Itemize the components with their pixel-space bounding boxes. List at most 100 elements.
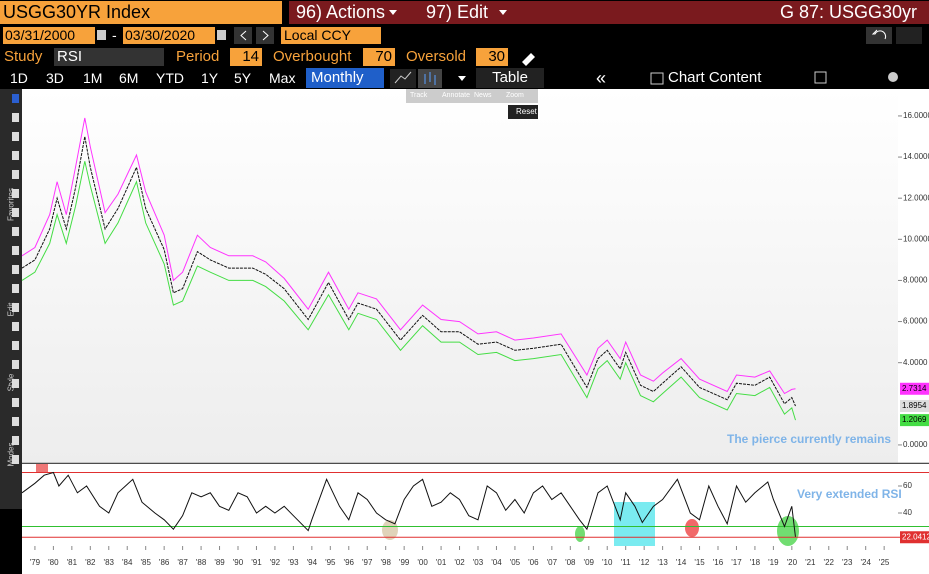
security-field[interactable]: USGG30YR Index	[0, 1, 282, 24]
side-tool-icon	[12, 360, 19, 369]
y-tick-label: 10.0000	[903, 234, 929, 243]
x-tick-label: '83	[104, 558, 115, 567]
side-tool-icon	[12, 303, 19, 312]
x-tick-label: '03	[473, 558, 484, 567]
period-input[interactable]: 14	[230, 48, 262, 66]
x-tick-label: '16	[713, 558, 724, 567]
popup-tool[interactable]: News	[474, 92, 492, 99]
y-tick-label: 14.0000	[903, 152, 929, 161]
x-tick-label: '90	[233, 558, 244, 567]
dropdown-icon	[499, 10, 507, 15]
edit-icon[interactable]	[814, 71, 827, 84]
study-label: Study	[4, 48, 43, 65]
range-button[interactable]: 3D	[46, 70, 64, 86]
x-tick-label: '19	[768, 558, 779, 567]
prev-icon	[240, 30, 247, 41]
range-button[interactable]: 6M	[119, 70, 139, 86]
x-tick-label: '95	[325, 558, 336, 567]
side-tool-icon	[12, 455, 19, 464]
highlight	[685, 519, 699, 537]
last-value-box	[900, 382, 929, 395]
x-tick-label: '82	[85, 558, 96, 567]
pencil-icon[interactable]	[522, 53, 535, 66]
line-icon	[394, 71, 412, 84]
end-date[interactable]: 03/30/2020	[123, 27, 215, 44]
series-line	[21, 117, 796, 395]
actions-menu[interactable]: 96) Actions	[296, 2, 386, 22]
currency-select[interactable]: Local CCY	[281, 27, 381, 44]
range-button[interactable]: 1M	[83, 70, 103, 86]
undo-icon	[871, 29, 887, 40]
range-button[interactable]: 1Y	[201, 70, 219, 86]
popup-tool[interactable]: Zoom	[506, 92, 524, 99]
annotation: The pierce currently remains	[727, 432, 891, 446]
page-code: G 87: USGG30yr	[779, 2, 917, 22]
side-tool-icon	[12, 436, 19, 445]
x-tick-label: '17	[731, 558, 742, 567]
y-tick-label: 0.0000	[903, 440, 928, 449]
last-value-label: 1.8954	[902, 401, 927, 410]
undo-button[interactable]	[866, 27, 892, 44]
study-select[interactable]: RSI	[54, 48, 164, 66]
calendar-icon[interactable]	[97, 30, 106, 40]
collapse-button[interactable]: «	[596, 68, 607, 88]
x-tick-label: '15	[694, 558, 705, 567]
last-value-label: 22.0412	[902, 532, 929, 541]
x-tick-label: '25	[879, 558, 890, 567]
x-tick-label: '80	[48, 558, 59, 567]
range-button[interactable]: 5Y	[234, 70, 252, 86]
side-tool-icon	[12, 341, 19, 350]
table-button[interactable]: Table	[476, 68, 544, 88]
side-tool-icon	[12, 113, 19, 122]
oversold-label: Oversold	[406, 48, 467, 65]
side-tool-icon	[12, 189, 19, 198]
settings-icon[interactable]	[888, 72, 898, 82]
range-button[interactable]: Max	[269, 70, 296, 86]
x-tick-label: '92	[270, 558, 281, 567]
last-value-box	[900, 531, 929, 544]
price-panel	[22, 89, 898, 463]
oversold-input[interactable]: 30	[476, 48, 508, 66]
x-tick-label: '79	[30, 558, 41, 567]
overbought-input[interactable]: 70	[363, 48, 395, 66]
x-tick-label: '86	[159, 558, 170, 567]
side-tool-icon	[12, 170, 19, 179]
start-date[interactable]: 03/31/2000	[3, 27, 95, 44]
y-tick-label: 16.0000	[903, 111, 929, 120]
side-tool-icon	[12, 94, 19, 103]
x-tick-label: '87	[177, 558, 188, 567]
x-tick-label: '99	[399, 558, 410, 567]
prev-button[interactable]	[234, 27, 252, 44]
x-tick-label: '14	[676, 558, 687, 567]
last-value-label: 1.2069	[902, 415, 927, 424]
reset-button[interactable]: Reset	[516, 107, 537, 116]
y-tick-label: 12.0000	[903, 193, 929, 202]
range-button[interactable]: 1D	[10, 70, 28, 86]
side-tool-icon	[12, 322, 19, 331]
x-tick-label: '12	[639, 558, 650, 567]
bar-icon	[424, 72, 436, 85]
date-separator: -	[112, 27, 117, 43]
popup-tool[interactable]: Annotate	[442, 92, 471, 99]
redo-button[interactable]	[896, 27, 922, 44]
x-tick-label: '22	[824, 558, 835, 567]
side-tool-icon	[12, 227, 19, 236]
chart-content-button[interactable]: Chart Content	[668, 69, 762, 86]
x-tick-label: '97	[362, 558, 373, 567]
toolbar-icons	[97, 10, 922, 88]
reset-button-bg[interactable]	[508, 105, 538, 119]
frequency-select[interactable]: Monthly	[306, 68, 384, 88]
highlight	[777, 516, 799, 546]
next-button[interactable]	[256, 27, 274, 44]
calendar-icon[interactable]	[217, 30, 226, 40]
popup-tool[interactable]: Track	[410, 92, 428, 99]
chart-content-icon	[650, 72, 664, 85]
y-tick-label: 4.0000	[903, 358, 928, 367]
range-button[interactable]: YTD	[156, 70, 184, 86]
popup-toolbar	[406, 89, 538, 103]
y-tick-label: 8.0000	[903, 276, 928, 285]
side-tool-icon	[12, 208, 19, 217]
edit-menu[interactable]: 97) Edit	[426, 2, 489, 22]
y-tick-label: 6.0000	[903, 317, 928, 326]
x-tick-label: '81	[67, 558, 78, 567]
